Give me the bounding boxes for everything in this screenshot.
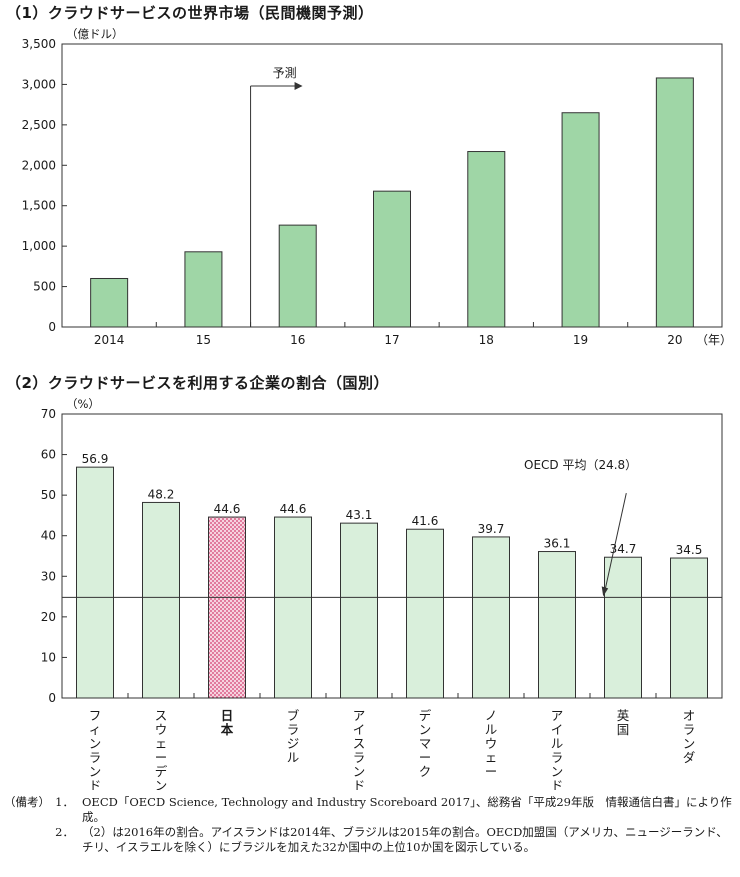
chart1-ytick-label: 500 <box>33 280 56 294</box>
chart2-value-label: 34.7 <box>610 542 637 556</box>
chart2-xtick-label: スウェーデン <box>155 708 168 790</box>
chart2-bar <box>538 551 576 699</box>
chart1-bar <box>467 151 506 328</box>
note-text: （2）は2016年の割合。アイスランドは2014年、ブラジルは2015年の割合。… <box>82 825 728 854</box>
chart2-bar <box>76 466 114 699</box>
chart2-xtick-label: アイスランド <box>353 708 366 790</box>
chart1-xtick-label: 18 <box>479 333 494 347</box>
chart1-xtick-label: 20 <box>667 333 682 347</box>
chart2-ytick-label: 30 <box>41 569 56 583</box>
chart2-xtick-label: デンマーク <box>419 708 432 779</box>
chart1-xtick-label: 15 <box>196 333 211 347</box>
chart2-value-label: 48.2 <box>148 487 175 501</box>
chart1-title: （1）クラウドサービスの世界市場（民間機関予測） <box>6 4 374 22</box>
chart1-xtick-label: 17 <box>384 333 399 347</box>
chart2-xtick-label: 日本 <box>221 708 234 737</box>
chart2-bar <box>604 556 642 699</box>
chart2-xtick-label: オランダ <box>683 708 696 765</box>
chart2-value-label: 43.1 <box>346 508 373 522</box>
chart2-reference-arrowhead <box>601 586 609 597</box>
note-number: 1． <box>55 795 74 809</box>
chart2-reference-arrow <box>604 493 627 590</box>
chart2-xtick-label: ブラジル <box>287 708 300 765</box>
chart1-x-unit: （年） <box>696 333 732 347</box>
chart2-value-label: 56.9 <box>82 452 109 466</box>
chart2-ytick-label: 50 <box>41 488 56 502</box>
chart1-ytick-label: 2,500 <box>22 118 56 132</box>
chart1-ytick-label: 1,000 <box>22 239 56 253</box>
notes-label: （備考） <box>4 795 50 809</box>
chart2-value-label: 44.6 <box>280 502 307 516</box>
chart2-bar <box>340 522 378 699</box>
chart2-ytick-label: 10 <box>41 650 56 664</box>
chart1-ytick-label: 2,000 <box>22 158 56 172</box>
chart2-ytick-label: 70 <box>41 407 56 421</box>
chart1-forecast-arrowhead <box>294 82 303 90</box>
chart1-ytick-label: 3,000 <box>22 77 56 91</box>
chart1-xtick-label: 19 <box>573 333 588 347</box>
charts-canvas: （億ドル）05001,0001,5002,0002,5003,0003,5002… <box>22 27 732 790</box>
chart1-bar <box>561 112 600 328</box>
chart2-value-label: 41.6 <box>412 514 439 528</box>
chart1-bar <box>184 251 223 328</box>
note-number: 2． <box>55 825 74 839</box>
chart1-xtick-label: 2014 <box>94 333 125 347</box>
chart2-bar-highlight <box>208 516 246 699</box>
chart2-title: （2）クラウドサービスを利用する企業の割合（国別） <box>6 374 389 392</box>
chart2-bar <box>670 557 708 699</box>
chart2-xtick-label: アイルランド <box>551 708 564 790</box>
chart2-value-label: 44.6 <box>214 502 241 516</box>
chart2-bar <box>406 528 444 699</box>
chart2-ytick-label: 60 <box>41 448 56 462</box>
chart1-ytick-label: 3,500 <box>22 37 56 51</box>
chart2-ytick-label: 0 <box>48 691 56 705</box>
chart1-plot: （億ドル） 0 500 1,000 1,500 2,000 2,500 3,000 3,500 2… <box>22 27 732 347</box>
chart2-xtick-label: フィンランド <box>89 708 102 790</box>
chart1-ytick-label: 0 <box>48 320 56 334</box>
chart2-bar <box>274 516 312 699</box>
chart1-bar <box>90 277 129 328</box>
chart1-forecast-label: 予測 <box>273 66 297 80</box>
chart2-xtick-label: 英国 <box>617 708 630 737</box>
chart2-value-label: 36.1 <box>544 537 571 551</box>
chart2-value-label: 34.5 <box>676 543 703 557</box>
chart1-bar <box>278 224 317 328</box>
chart2-bar <box>472 536 510 699</box>
chart2-bar <box>142 501 180 699</box>
chart2-ytick-label: 40 <box>41 529 56 543</box>
notes: （備考） 1． OECD「OECD Science, Technology an… <box>4 795 738 855</box>
chart2-plot: （%） 0 10 20 30 40 50 60 70 56.9 フィンランド 48.2 スウェーデン 44… <box>41 397 723 790</box>
chart1-bar <box>655 77 694 328</box>
note-text: OECD「OECD Science, Technology and Indust… <box>82 795 732 824</box>
chart2-reference-label: OECD 平均（24.8） <box>524 458 637 472</box>
chart1-bar <box>373 190 411 328</box>
chart1-xtick-label: 16 <box>290 333 305 347</box>
chart2-ytick-label: 20 <box>41 610 56 624</box>
chart1-unit-label: （億ドル） <box>66 27 124 41</box>
chart1-ytick-label: 1,500 <box>22 199 56 213</box>
chart2-value-label: 39.7 <box>478 522 505 536</box>
chart2-xtick-label: ノルウェー <box>485 708 498 779</box>
chart2-unit-label: （%） <box>66 397 100 411</box>
